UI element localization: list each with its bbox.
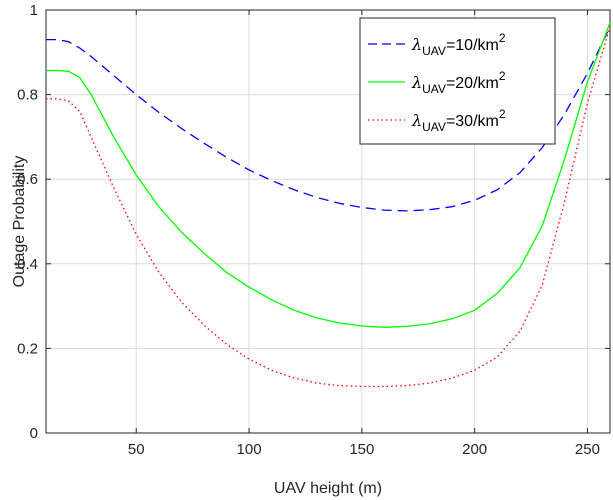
x-tick-label: 250 <box>575 441 600 458</box>
legend-subscript: UAV <box>422 82 446 96</box>
y-tick-label: 1 <box>30 2 38 19</box>
legend-text: =20/km <box>446 75 499 92</box>
y-axis-title: Outage Probability <box>11 156 28 288</box>
x-tick-label: 50 <box>128 441 145 458</box>
y-tick-label: 0.2 <box>17 340 38 357</box>
y-tick-label: 0.4 <box>17 256 38 273</box>
plot-frame <box>45 9 611 434</box>
legend-symbol: λ <box>411 111 422 130</box>
legend-superscript: 2 <box>499 69 506 83</box>
legend-symbol: λ <box>411 35 422 54</box>
legend-subscript: UAV <box>422 120 446 134</box>
series-line-2 <box>46 22 611 328</box>
y-tick-label: 0.8 <box>17 87 38 104</box>
legend-label-1: λUAV=10/km2 <box>411 31 506 58</box>
legend-subscript: UAV <box>422 44 446 58</box>
y-tick-label: 0 <box>30 425 38 442</box>
legend-text: =10/km <box>446 37 499 54</box>
x-axis-title: UAV height (m) <box>274 480 382 497</box>
series-lines <box>46 22 611 388</box>
x-tick-label: 200 <box>462 441 487 458</box>
x-tick-label: 150 <box>349 441 374 458</box>
legend-box <box>359 17 556 145</box>
legend-label-2: λUAV=20/km2 <box>411 69 506 96</box>
legend-symbol: λ <box>411 73 422 92</box>
legend-text: =30/km <box>446 113 499 130</box>
y-axis-ticks: 0 0.2 0.4 0.6 0.8 1 <box>17 2 610 442</box>
legend-superscript: 2 <box>499 31 506 45</box>
legend-superscript: 2 <box>499 107 506 121</box>
y-tick-label: 0.6 <box>17 171 38 188</box>
series-line-1 <box>46 26 611 212</box>
x-tick-label: 100 <box>237 441 262 458</box>
x-axis-ticks: 50 100 150 200 250 <box>128 10 600 458</box>
legend-label-3: λUAV=30/km2 <box>411 107 506 134</box>
